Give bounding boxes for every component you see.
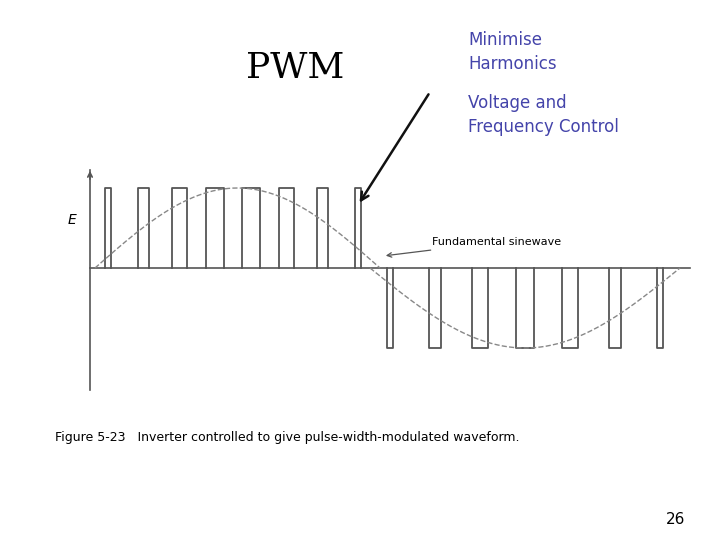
- Text: $E$: $E$: [67, 213, 78, 227]
- Text: Voltage and
Frequency Control: Voltage and Frequency Control: [468, 94, 619, 136]
- Text: PWM: PWM: [246, 51, 344, 85]
- Text: Fundamental sinewave: Fundamental sinewave: [387, 237, 561, 257]
- Text: Figure 5-23   Inverter controlled to give pulse-width-modulated waveform.: Figure 5-23 Inverter controlled to give …: [55, 431, 520, 444]
- Text: Minimise
Harmonics: Minimise Harmonics: [468, 31, 557, 73]
- Text: 26: 26: [665, 512, 685, 528]
